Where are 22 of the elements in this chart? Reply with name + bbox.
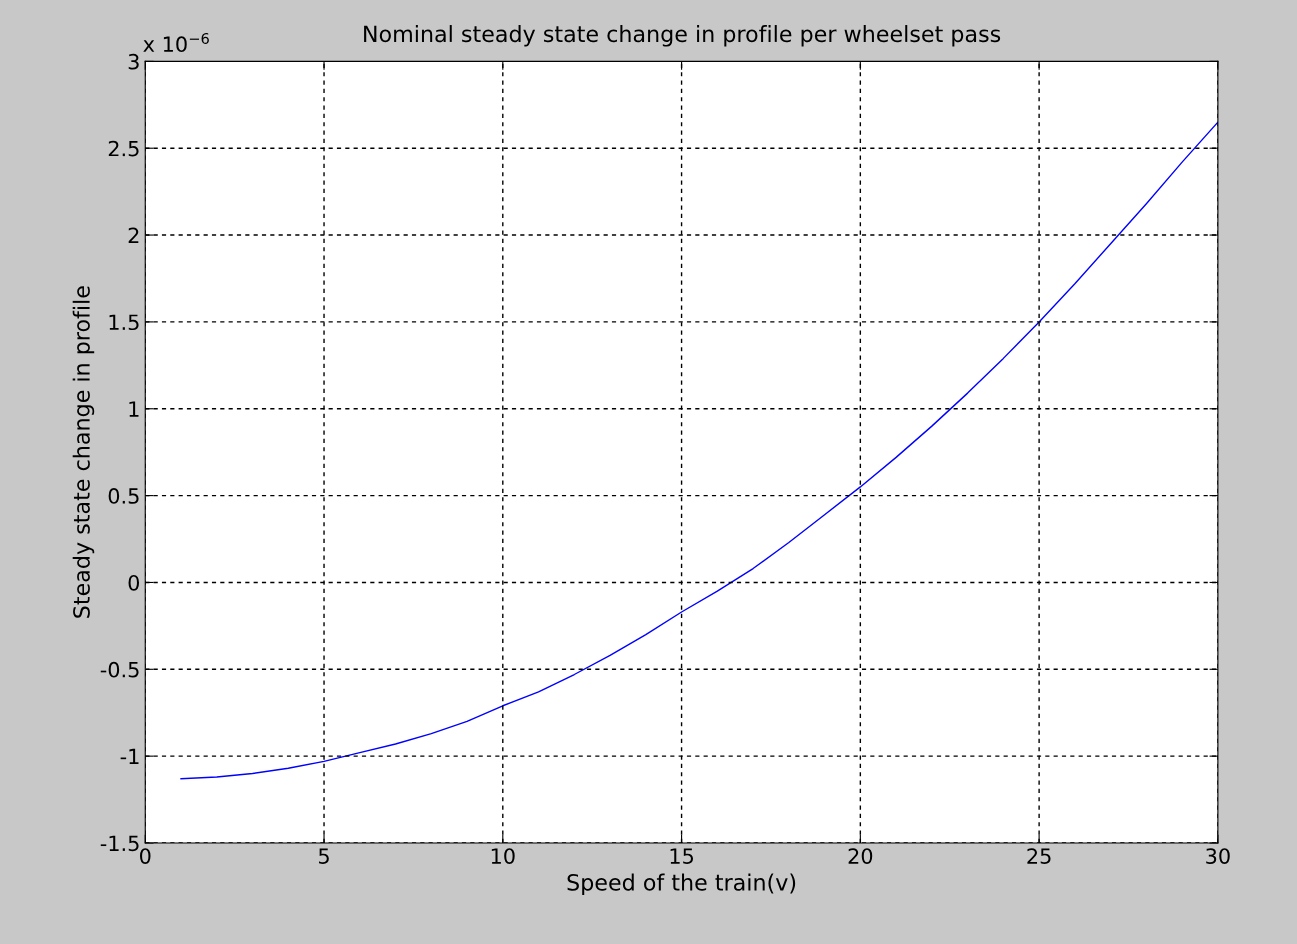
- y-tick-label: -1: [120, 748, 139, 765]
- chart-title: Nominal steady state change in profile per wheelset pass: [364, 25, 1001, 47]
- y-tick-label: 2.5: [108, 140, 139, 157]
- x-tick-label: 15: [670, 848, 694, 864]
- y-axis-title: Steady state change in profile: [72, 286, 95, 618]
- x-tick-label: 0: [140, 848, 151, 864]
- y-tick-label: 3: [128, 53, 139, 70]
- x-tick-label: 20: [848, 848, 873, 864]
- y-tick-label: 0: [128, 574, 140, 591]
- y-tick-label: 2: [128, 227, 139, 243]
- x-tick-label: 10: [491, 848, 515, 864]
- y-tick-label: 1: [129, 401, 139, 417]
- x-axis-title: Speed of the train(v): [567, 873, 796, 896]
- y-tick-label: 0.5: [108, 488, 139, 504]
- x-tick-label: 25: [1027, 848, 1051, 864]
- y-tick-label: -0.5: [100, 661, 139, 678]
- x-tick-label: 5: [319, 848, 329, 864]
- y-tick-label: -1.5: [100, 835, 139, 852]
- y-tick-label: 1.5: [109, 314, 139, 331]
- line-series: [180, 121, 1218, 780]
- text: x 10$^{−6}$: [143, 32, 209, 53]
- x-tick-label: 30: [1206, 848, 1230, 864]
